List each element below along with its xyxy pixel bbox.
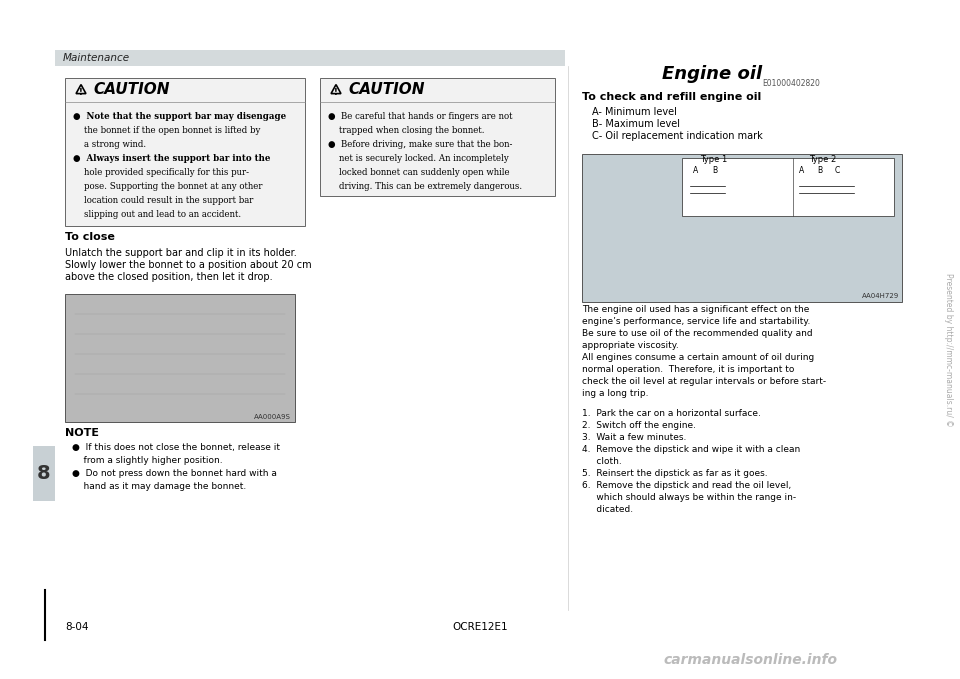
Text: ●  Before driving, make sure that the bon-: ● Before driving, make sure that the bon… xyxy=(328,140,513,149)
Text: dicated.: dicated. xyxy=(582,505,634,514)
Bar xyxy=(65,294,295,422)
Text: net is securely locked. An incompletely: net is securely locked. An incompletely xyxy=(328,154,509,163)
Text: 4.  Remove the dipstick and wipe it with a clean: 4. Remove the dipstick and wipe it with … xyxy=(582,445,801,454)
Text: 2.  Switch off the engine.: 2. Switch off the engine. xyxy=(582,421,696,430)
Text: carmanualsonline.info: carmanualsonline.info xyxy=(663,653,837,667)
Text: A: A xyxy=(799,166,804,175)
Text: appropriate viscosity.: appropriate viscosity. xyxy=(582,341,679,350)
Text: 8-04: 8-04 xyxy=(65,622,88,632)
Text: Maintenance: Maintenance xyxy=(63,53,131,63)
Text: !: ! xyxy=(334,88,338,96)
Text: Type 1: Type 1 xyxy=(700,155,728,164)
Text: driving. This can be extremely dangerous.: driving. This can be extremely dangerous… xyxy=(328,182,522,191)
Text: ●  Do not press down the bonnet hard with a: ● Do not press down the bonnet hard with… xyxy=(72,469,276,478)
Text: AA04H729: AA04H729 xyxy=(862,293,899,299)
Text: The engine oil used has a significant effect on the: The engine oil used has a significant ef… xyxy=(582,305,809,314)
Bar xyxy=(582,154,902,302)
Text: hand as it may damage the bonnet.: hand as it may damage the bonnet. xyxy=(72,482,247,491)
Text: AA000A9S: AA000A9S xyxy=(254,414,291,420)
Bar xyxy=(682,158,894,216)
Text: B- Maximum level: B- Maximum level xyxy=(592,119,680,129)
Bar xyxy=(320,78,555,196)
Text: Be sure to use oil of the recommended quality and: Be sure to use oil of the recommended qu… xyxy=(582,329,812,338)
Text: trapped when closing the bonnet.: trapped when closing the bonnet. xyxy=(328,126,485,135)
Text: To close: To close xyxy=(65,232,115,242)
Text: OCRE12E1: OCRE12E1 xyxy=(452,622,508,632)
Text: 1.  Park the car on a horizontal surface.: 1. Park the car on a horizontal surface. xyxy=(582,409,761,418)
Text: 5.  Reinsert the dipstick as far as it goes.: 5. Reinsert the dipstick as far as it go… xyxy=(582,469,768,478)
Text: hole provided specifically for this pur-: hole provided specifically for this pur- xyxy=(73,168,249,177)
Text: location could result in the support bar: location could result in the support bar xyxy=(73,196,253,205)
Text: from a slightly higher position.: from a slightly higher position. xyxy=(72,456,223,465)
Text: ing a long trip.: ing a long trip. xyxy=(582,389,649,398)
Text: Engine oil: Engine oil xyxy=(662,65,762,83)
Text: E01000402820: E01000402820 xyxy=(762,79,820,88)
Text: ●  Note that the support bar may disengage: ● Note that the support bar may disengag… xyxy=(73,112,286,121)
Text: a strong wind.: a strong wind. xyxy=(73,140,146,149)
Bar xyxy=(55,50,565,66)
Text: pose. Supporting the bonnet at any other: pose. Supporting the bonnet at any other xyxy=(73,182,262,191)
Text: B: B xyxy=(712,166,717,175)
Text: ●  Always insert the support bar into the: ● Always insert the support bar into the xyxy=(73,154,271,163)
Text: above the closed position, then let it drop.: above the closed position, then let it d… xyxy=(65,272,273,282)
Text: A- Minimum level: A- Minimum level xyxy=(592,107,677,117)
Text: which should always be within the range in-: which should always be within the range … xyxy=(582,493,796,502)
Bar xyxy=(33,446,55,501)
Text: A: A xyxy=(693,166,698,175)
Text: NOTE: NOTE xyxy=(65,428,99,438)
Text: normal operation.  Therefore, it is important to: normal operation. Therefore, it is impor… xyxy=(582,365,794,374)
Text: 8: 8 xyxy=(37,464,51,483)
Text: B: B xyxy=(817,166,822,175)
Text: cloth.: cloth. xyxy=(582,457,622,466)
Text: ●  If this does not close the bonnet, release it: ● If this does not close the bonnet, rel… xyxy=(72,443,280,452)
Text: the bonnet if the open bonnet is lifted by: the bonnet if the open bonnet is lifted … xyxy=(73,126,260,135)
Text: locked bonnet can suddenly open while: locked bonnet can suddenly open while xyxy=(328,168,510,177)
Text: Type 2: Type 2 xyxy=(809,155,836,164)
Text: ●  Be careful that hands or fingers are not: ● Be careful that hands or fingers are n… xyxy=(328,112,513,121)
Text: C- Oil replacement indication mark: C- Oil replacement indication mark xyxy=(592,131,763,141)
Text: Presented by http://mmc-manuals.ru/ ©: Presented by http://mmc-manuals.ru/ © xyxy=(944,273,952,427)
Text: CAUTION: CAUTION xyxy=(93,83,170,98)
Text: Unlatch the support bar and clip it in its holder.: Unlatch the support bar and clip it in i… xyxy=(65,248,297,258)
Text: 3.  Wait a few minutes.: 3. Wait a few minutes. xyxy=(582,433,686,442)
Text: CAUTION: CAUTION xyxy=(348,83,424,98)
Bar xyxy=(65,78,305,226)
Text: To check and refill engine oil: To check and refill engine oil xyxy=(582,92,761,102)
Text: !: ! xyxy=(79,88,83,96)
Text: All engines consume a certain amount of oil during: All engines consume a certain amount of … xyxy=(582,353,814,362)
Text: slipping out and lead to an accident.: slipping out and lead to an accident. xyxy=(73,210,241,219)
Text: C: C xyxy=(835,166,840,175)
Text: engine’s performance, service life and startability.: engine’s performance, service life and s… xyxy=(582,317,810,326)
Text: check the oil level at regular intervals or before start-: check the oil level at regular intervals… xyxy=(582,377,827,386)
Text: Slowly lower the bonnet to a position about 20 cm: Slowly lower the bonnet to a position ab… xyxy=(65,260,312,270)
Text: 6.  Remove the dipstick and read the oil level,: 6. Remove the dipstick and read the oil … xyxy=(582,481,791,490)
